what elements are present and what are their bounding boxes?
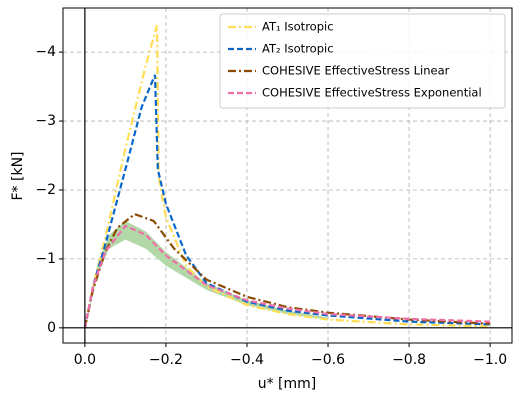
x-tick-label: −0.6 xyxy=(311,352,345,368)
legend-label: COHESIVE EffectiveStress Exponential xyxy=(262,86,482,100)
x-tick-label: −1.0 xyxy=(473,352,507,368)
plot-frame xyxy=(62,7,513,344)
legend-box xyxy=(219,13,506,109)
legend-label: AT₁ Isotropic xyxy=(262,20,334,34)
legend-label: COHESIVE EffectiveStress Linear xyxy=(262,64,450,78)
y-axis-label: F* [kN] xyxy=(10,151,26,200)
x-axis-label: u* [mm] xyxy=(258,376,317,392)
y-tick-label: −1 xyxy=(35,251,56,267)
y-tick-label: −4 xyxy=(35,44,56,60)
legend-label: AT₂ Isotropic xyxy=(262,42,334,56)
series-line xyxy=(83,74,491,329)
x-tick-label: 0.0 xyxy=(74,352,96,368)
y-tick-label: −2 xyxy=(35,182,56,198)
series-line xyxy=(83,224,491,329)
band xyxy=(84,220,329,328)
y-tick-label: −3 xyxy=(35,113,56,129)
x-tick-label: −0.2 xyxy=(149,352,183,368)
series-line xyxy=(83,212,491,329)
y-tick-label: 0 xyxy=(47,320,56,336)
x-tick-label: −0.4 xyxy=(230,352,264,368)
x-tick-label: −0.8 xyxy=(392,352,426,368)
